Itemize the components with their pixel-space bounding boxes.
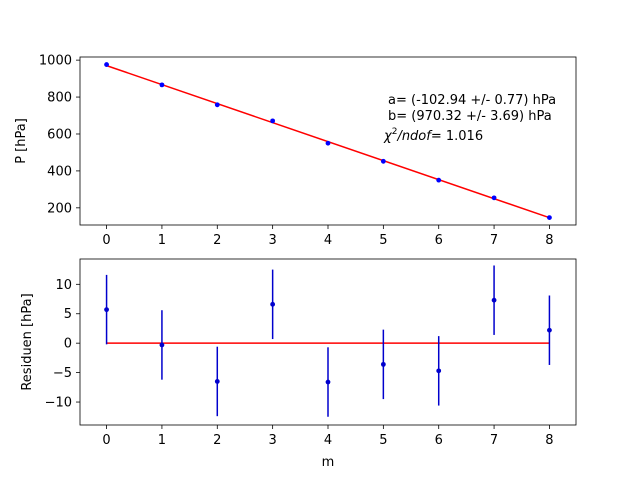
top-x-tick-label: 7 xyxy=(490,233,498,248)
residual-point xyxy=(270,301,276,307)
measurement-point xyxy=(214,102,220,108)
top-x-tick-label: 6 xyxy=(435,233,443,248)
residual-point xyxy=(380,361,386,367)
param-b-text: b= (970.32 +/- 3.69) hPa xyxy=(388,109,552,124)
top-x-tick-label: 2 xyxy=(213,233,221,248)
residual-point xyxy=(159,342,165,348)
bottom-y-axis: −10 −5 0 5 10 xyxy=(45,278,80,411)
residual-point xyxy=(325,379,331,385)
bottom-x-tick-label: 7 xyxy=(490,433,498,448)
bottom-x-tick-label: 2 xyxy=(213,433,221,448)
bottom-y-tick-label: 0 xyxy=(64,337,72,352)
top-x-axis: 0 1 2 3 4 5 6 7 8 xyxy=(102,225,554,248)
chi-square-text: χ2/ndof= 1.016 xyxy=(383,127,483,144)
top-y-axis: 200 400 600 800 1000 xyxy=(39,54,80,216)
bottom-x-tick-label: 4 xyxy=(324,433,332,448)
bottom-plot-area xyxy=(104,265,552,417)
measurement-point xyxy=(104,62,109,67)
measurement-point xyxy=(380,158,386,164)
residual-point xyxy=(104,307,109,313)
chi-value: = 1.016 xyxy=(431,129,483,144)
bottom-x-axis: 0 1 2 3 4 5 6 7 8 xyxy=(102,425,554,448)
bottom-x-tick-label: 1 xyxy=(158,433,166,448)
measurement-point xyxy=(270,118,276,124)
top-x-tick-label: 4 xyxy=(324,233,332,248)
param-a-text: a= (-102.94 +/- 0.77) hPa xyxy=(388,93,556,108)
bottom-panel: 0 1 2 3 4 5 6 7 8 −10 −5 0 5 10 Residuen [hPa] m xyxy=(20,258,577,470)
bottom-y-axis-label: Residuen [hPa] xyxy=(20,293,35,390)
chi-ndof: /ndof xyxy=(396,129,433,144)
measurement-point xyxy=(325,140,331,146)
bottom-x-tick-label: 3 xyxy=(269,433,277,448)
fit-parameters-annotation: a= (-102.94 +/- 0.77) hPa b= (970.32 +/-… xyxy=(383,93,556,144)
residual-point xyxy=(214,379,220,384)
top-y-axis-label: P [hPa] xyxy=(14,118,29,164)
bottom-y-tick-label: −10 xyxy=(45,396,72,411)
bottom-x-tick-label: 8 xyxy=(545,433,553,448)
chi-symbol: χ xyxy=(383,129,393,144)
top-x-tick-label: 5 xyxy=(379,233,387,248)
top-plot-area xyxy=(104,62,552,221)
bottom-x-tick-label: 5 xyxy=(379,433,387,448)
measurement-point xyxy=(547,215,552,221)
top-x-tick-label: 1 xyxy=(158,233,166,248)
measurement-point xyxy=(436,177,442,183)
residual-point xyxy=(547,327,552,333)
top-y-tick-label: 1000 xyxy=(39,54,72,69)
top-x-tick-label: 0 xyxy=(102,233,110,248)
top-y-tick-label: 800 xyxy=(47,91,72,106)
measurement-point xyxy=(491,195,497,201)
bottom-x-axis-label: m xyxy=(322,455,335,470)
top-panel: 0 1 2 3 4 5 6 7 8 200 400 600 800 1000 P [hPa] a= (-… xyxy=(14,54,577,248)
bottom-y-tick-label: 10 xyxy=(55,278,72,293)
bottom-y-tick-label: 5 xyxy=(64,307,72,322)
top-y-tick-label: 200 xyxy=(47,201,72,216)
top-y-tick-label: 400 xyxy=(47,164,72,179)
residual-point xyxy=(491,297,497,303)
bottom-x-tick-label: 0 xyxy=(102,433,110,448)
top-x-tick-label: 8 xyxy=(545,233,553,248)
residual-point xyxy=(436,368,442,374)
top-x-tick-label: 3 xyxy=(269,233,277,248)
top-y-tick-label: 600 xyxy=(47,127,72,142)
bottom-x-tick-label: 6 xyxy=(435,433,443,448)
measurement-point xyxy=(159,82,165,88)
bottom-y-tick-label: −5 xyxy=(53,366,72,381)
chi-superscript: 2 xyxy=(392,127,398,137)
